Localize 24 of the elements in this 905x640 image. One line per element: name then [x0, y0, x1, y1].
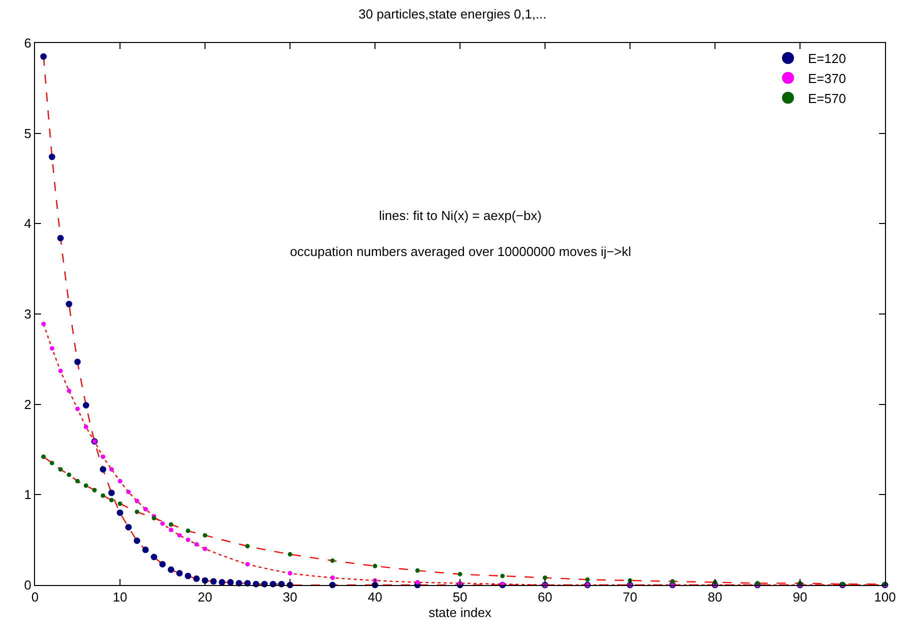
x-tick-label: 100	[874, 590, 896, 605]
x-tick-label: 30	[282, 590, 298, 605]
x-tick-label: 50	[452, 590, 468, 605]
annotation: occupation numbers averaged over 10000000 moves ij−>kl	[290, 244, 632, 259]
x-tick-label: 20	[198, 590, 212, 605]
y-tick-label: 0	[24, 578, 32, 593]
x-tick-label: 70	[622, 590, 638, 605]
y-tick-label: 3	[24, 306, 32, 322]
y-tick-label: 1	[24, 487, 32, 502]
y-tick-label: 4	[24, 216, 32, 232]
annotation: lines: fit to Ni(x) = aexp(−bx)	[379, 208, 542, 223]
chart-title: 30 particles,state energies 0,1,...	[358, 6, 546, 22]
y-tick-label: 2	[24, 396, 32, 412]
x-tick-label: 40	[368, 590, 382, 605]
y-tick-label: 5	[24, 126, 32, 141]
x-axis-title: state index	[428, 605, 492, 620]
x-tick-label: 60	[538, 590, 552, 605]
x-tick-label: 80	[708, 590, 722, 605]
x-tick-label: 90	[792, 590, 808, 605]
legend-label: E=370	[808, 70, 846, 86]
legend-label: E=120	[808, 51, 846, 66]
legend-label: E=570	[808, 90, 846, 106]
y-tick-label: 6	[24, 36, 32, 51]
x-tick-label: 10	[112, 590, 128, 605]
